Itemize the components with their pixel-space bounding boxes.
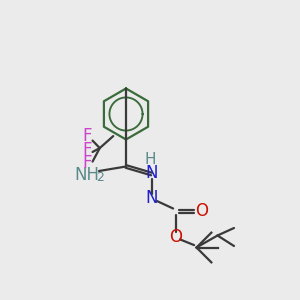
- Text: N: N: [145, 189, 158, 207]
- Text: 2: 2: [96, 171, 104, 184]
- Text: O: O: [169, 228, 182, 246]
- Text: F: F: [82, 154, 92, 172]
- Text: N: N: [145, 164, 158, 181]
- Text: F: F: [82, 127, 92, 145]
- Text: F: F: [82, 141, 92, 159]
- Text: O: O: [195, 202, 208, 220]
- Text: NH: NH: [74, 167, 100, 184]
- Text: H: H: [145, 152, 156, 166]
